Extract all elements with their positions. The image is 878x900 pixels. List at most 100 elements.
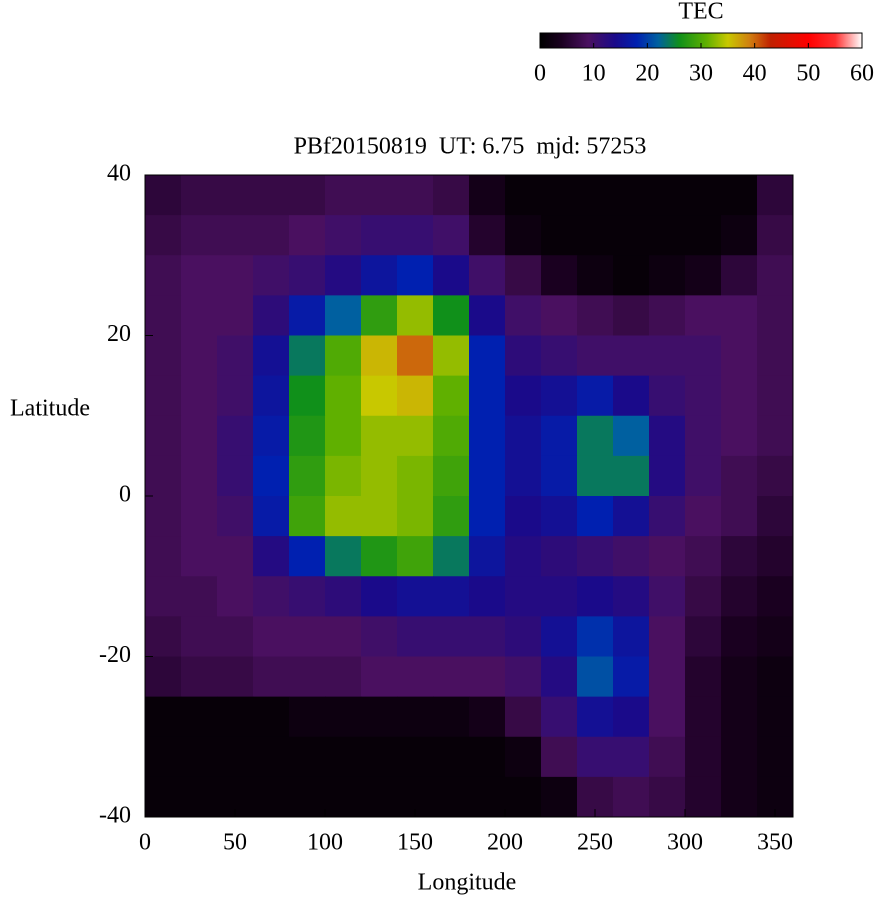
heatmap-cell	[649, 175, 686, 216]
heatmap-cell	[757, 656, 794, 698]
heatmap-cell	[577, 496, 614, 537]
heatmap-cell	[217, 335, 254, 377]
heatmap-cell	[613, 175, 650, 216]
heatmap-cell	[361, 215, 398, 256]
heatmap-cell	[361, 496, 398, 537]
heatmap-cell	[433, 175, 470, 216]
heatmap-cell	[649, 215, 686, 256]
heatmap-cell	[469, 375, 506, 417]
heatmap-cell	[181, 536, 218, 577]
heatmap-cell	[397, 175, 434, 216]
heatmap-cell	[289, 455, 326, 497]
heatmap-cell	[613, 496, 650, 537]
heatmap-cell	[685, 215, 722, 256]
heatmap-cell	[577, 736, 614, 778]
y-tick-label: 0	[119, 482, 131, 508]
heatmap-cell	[289, 335, 326, 377]
heatmap-cell	[217, 536, 254, 577]
heatmap-cell	[469, 335, 506, 377]
heatmap-cell	[433, 696, 470, 738]
heatmap-cell	[145, 616, 182, 657]
heatmap-cell	[505, 656, 542, 698]
heatmap-cell	[325, 335, 362, 377]
heatmap-cell	[541, 656, 578, 698]
heatmap-cell	[145, 736, 182, 778]
colorbar-tick-label: 60	[850, 61, 874, 87]
heatmap-cell	[289, 776, 326, 818]
heatmap-cell	[433, 295, 470, 336]
heatmap-cell	[541, 736, 578, 778]
heatmap-cell	[397, 616, 434, 657]
heatmap-cell	[217, 295, 254, 336]
heatmap-cell	[757, 536, 794, 577]
heatmap-cell	[757, 255, 794, 296]
colorbar-tick-label: 50	[796, 61, 820, 87]
heatmap-cell	[613, 536, 650, 577]
heatmap-cell	[289, 175, 326, 216]
heatmap-cell	[469, 616, 506, 657]
heatmap-cell	[469, 736, 506, 778]
heatmap-cell	[217, 616, 254, 657]
heatmap-cell	[757, 215, 794, 256]
heatmap-cell	[325, 215, 362, 256]
heatmap-cell	[721, 175, 758, 216]
heatmap-cell	[505, 776, 542, 818]
heatmap-cell	[469, 295, 506, 336]
heatmap-cell	[721, 295, 758, 336]
heatmap-cell	[433, 215, 470, 256]
heatmap-cell	[253, 536, 290, 577]
heatmap-cell	[541, 496, 578, 537]
heatmap-cell	[181, 656, 218, 698]
colorbar-tick-label: 20	[635, 61, 659, 87]
colorbar-label: TEC	[678, 0, 723, 25]
heatmap-cell	[397, 696, 434, 738]
heatmap-cell	[757, 696, 794, 738]
heatmap-cell	[289, 616, 326, 657]
heatmap-cell	[361, 736, 398, 778]
heatmap-cell	[325, 736, 362, 778]
heatmap-cell	[577, 536, 614, 577]
heatmap-cell	[541, 375, 578, 417]
heatmap-cell	[685, 536, 722, 577]
heatmap-cell	[325, 496, 362, 537]
heatmap-cell	[361, 455, 398, 497]
heatmap-cell	[685, 255, 722, 296]
heatmap-cell	[289, 255, 326, 296]
heatmap-cell	[505, 536, 542, 577]
heatmap-cell	[253, 776, 290, 818]
x-tick-label: 100	[307, 830, 343, 856]
heatmap-cell	[577, 656, 614, 698]
heatmap-cell	[325, 255, 362, 296]
heatmap-cell	[361, 175, 398, 216]
heatmap-cell	[721, 415, 758, 457]
heatmap-cell	[469, 696, 506, 738]
heatmap-cell	[289, 415, 326, 457]
heatmap-cell	[577, 415, 614, 457]
heatmap-cell	[541, 776, 578, 818]
heatmap-cell	[253, 175, 290, 216]
heatmap-cell	[253, 656, 290, 698]
heatmap-cell	[145, 295, 182, 336]
heatmap-cell	[649, 255, 686, 296]
heatmap-cell	[397, 415, 434, 457]
heatmap-cell	[577, 215, 614, 256]
heatmap-cell	[757, 415, 794, 457]
heatmap-cell	[685, 736, 722, 778]
heatmap-cell	[469, 536, 506, 577]
heatmap-cell	[181, 215, 218, 256]
heatmap-cell	[649, 455, 686, 497]
heatmap-cell	[217, 175, 254, 216]
heatmap-cell	[721, 455, 758, 497]
heatmap-cell	[397, 335, 434, 377]
heatmap-cell	[757, 736, 794, 778]
heatmap-cell	[181, 335, 218, 377]
heatmap-cell	[685, 335, 722, 377]
heatmap-cell	[721, 736, 758, 778]
heatmap-cell	[253, 616, 290, 657]
heatmap-cell	[613, 415, 650, 457]
heatmap-cell	[685, 375, 722, 417]
chart-title: PBf20150819 UT: 6.75 mjd: 57253	[294, 134, 647, 160]
heatmap-cell	[541, 255, 578, 296]
heatmap-cell	[325, 375, 362, 417]
